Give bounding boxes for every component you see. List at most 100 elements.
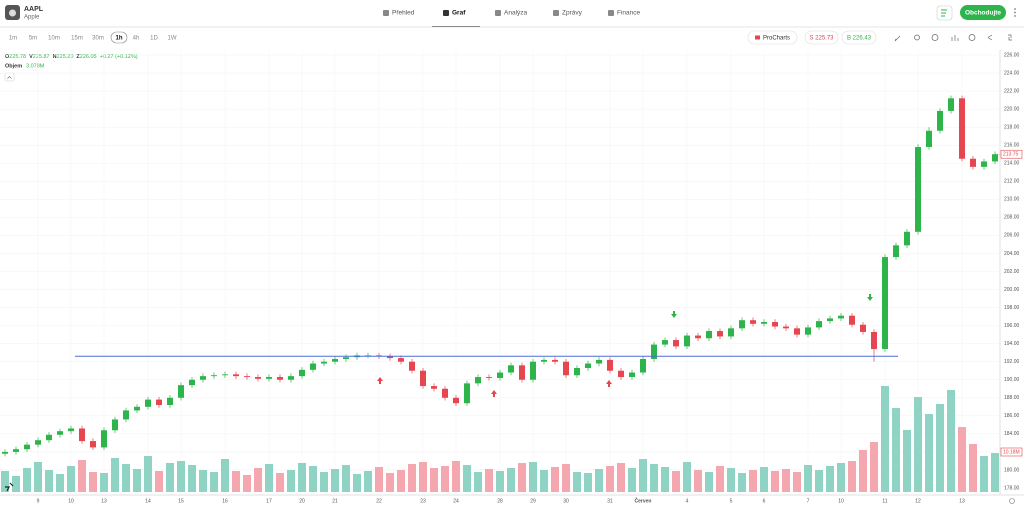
timeframe[interactable]: 1W <box>168 36 177 42</box>
volume-bar <box>265 464 273 492</box>
candle-body <box>123 410 129 420</box>
up-arrow <box>606 380 612 387</box>
volume-bar <box>331 469 339 492</box>
y-tick-label: 194.00 <box>1004 341 1020 347</box>
timeframe[interactable]: 1m <box>9 36 17 42</box>
indicator-tool[interactable] <box>914 34 920 41</box>
candle-body <box>497 372 503 378</box>
volume-bar <box>155 471 163 492</box>
candle-body <box>574 368 580 376</box>
tab-icon <box>553 10 559 16</box>
procharts-button[interactable] <box>747 30 798 45</box>
timeframes: 1m 5m 10m 15m 30m 1h 4h 1D 1W <box>9 31 177 44</box>
tab[interactable]: Analýza <box>504 10 528 17</box>
tab[interactable]: Finance <box>617 10 641 17</box>
x-tick-label: 21 <box>332 498 338 504</box>
y-tick-label: 216.00 <box>1004 143 1020 149</box>
timeframe[interactable]: 4h <box>133 36 140 42</box>
candle-body <box>783 326 789 329</box>
ohlc-value: 226.05 <box>80 54 97 60</box>
add-tool[interactable] <box>968 34 976 41</box>
y-tick-label: 184.00 <box>1004 431 1020 437</box>
x-tick-label: 12 <box>915 498 921 504</box>
volume-bar <box>705 472 713 492</box>
ohlc-value: 225.78 <box>9 54 26 60</box>
timeframe[interactable]: 30m <box>92 36 104 42</box>
symbol: AAPL <box>24 6 44 13</box>
candle-body <box>57 431 63 435</box>
candle-body <box>365 355 371 357</box>
y-tick-label: 206.00 <box>1004 233 1020 239</box>
candle-body <box>156 399 162 406</box>
chart-type-tool[interactable] <box>951 35 959 41</box>
y-tick-label: 200.00 <box>1004 287 1020 293</box>
y-tick-label: 220.00 <box>1004 106 1020 112</box>
collapse-button[interactable] <box>4 72 15 82</box>
share-tool[interactable] <box>987 34 993 41</box>
volume-bar <box>870 442 878 492</box>
timeframe[interactable]: 1h <box>115 36 122 42</box>
volume-bar <box>749 470 757 492</box>
candle-body <box>178 385 184 398</box>
buy-button[interactable] <box>841 30 877 45</box>
ohlc-key: O <box>5 54 10 60</box>
sell-button[interactable] <box>804 30 839 45</box>
x-tick-label: 5 <box>730 498 733 504</box>
candle-body <box>882 257 888 350</box>
tab[interactable]: Přehled <box>392 10 415 17</box>
x-tick-label: 13 <box>101 498 107 504</box>
settings-tool[interactable] <box>931 34 939 41</box>
candle-body <box>827 318 833 322</box>
candle-body <box>640 359 646 373</box>
x-tick-label: 15 <box>178 498 184 504</box>
logo-glyph <box>9 9 16 17</box>
timeframe[interactable]: 10m <box>48 36 60 42</box>
candle-body <box>409 361 415 371</box>
candle-body <box>475 377 481 384</box>
y-tick-label: 192.00 <box>1004 359 1020 365</box>
buy-label: B 226.43 <box>847 36 872 42</box>
volume-bar <box>826 466 834 492</box>
timeframe[interactable]: 1D <box>150 36 158 42</box>
volume-bar <box>793 472 801 492</box>
axis-settings[interactable] <box>1009 498 1015 504</box>
y-tick-label: 214.00 <box>1004 161 1020 167</box>
candle-body <box>101 430 107 448</box>
y-tick-label: 190.00 <box>1004 377 1020 383</box>
ohlc-value: 225.20 <box>57 54 74 60</box>
candle-body <box>695 335 701 339</box>
fullscreen-tool[interactable] <box>1008 34 1012 41</box>
volume-bar <box>144 456 152 492</box>
volume-bar <box>441 466 449 492</box>
trade-button[interactable] <box>960 5 1006 20</box>
volume-bar <box>507 468 515 492</box>
tab[interactable]: Zprávy <box>562 10 583 17</box>
x-tick-label: 10 <box>838 498 844 504</box>
active-timeframe <box>110 31 128 44</box>
candle-body <box>607 359 613 371</box>
volume-bar <box>45 470 53 492</box>
volume-bar <box>881 386 889 492</box>
timeframe[interactable]: 5m <box>29 36 37 42</box>
x-tick-label: 30 <box>563 498 569 504</box>
candle-body <box>728 328 734 337</box>
candle-body <box>321 361 327 364</box>
y-tick-label: 202.00 <box>1004 269 1020 275</box>
tab[interactable]: Graf <box>452 10 466 17</box>
candle-body <box>772 322 778 327</box>
volume-bar <box>958 427 966 492</box>
candle-body <box>299 369 305 377</box>
x-tick-label: 22 <box>376 498 382 504</box>
volume-bar <box>584 473 592 492</box>
candle-body <box>211 375 217 377</box>
candle-body <box>2 451 8 454</box>
volume-bar <box>276 473 284 492</box>
candle-body <box>277 377 283 380</box>
draw-tool[interactable] <box>894 35 901 42</box>
candle-body <box>442 388 448 398</box>
y-tick-label: 222.00 <box>1004 88 1020 94</box>
candle-body <box>453 397 459 404</box>
candle-body <box>860 324 866 332</box>
watchlist-icon <box>941 9 947 17</box>
timeframe[interactable]: 15m <box>71 36 83 42</box>
